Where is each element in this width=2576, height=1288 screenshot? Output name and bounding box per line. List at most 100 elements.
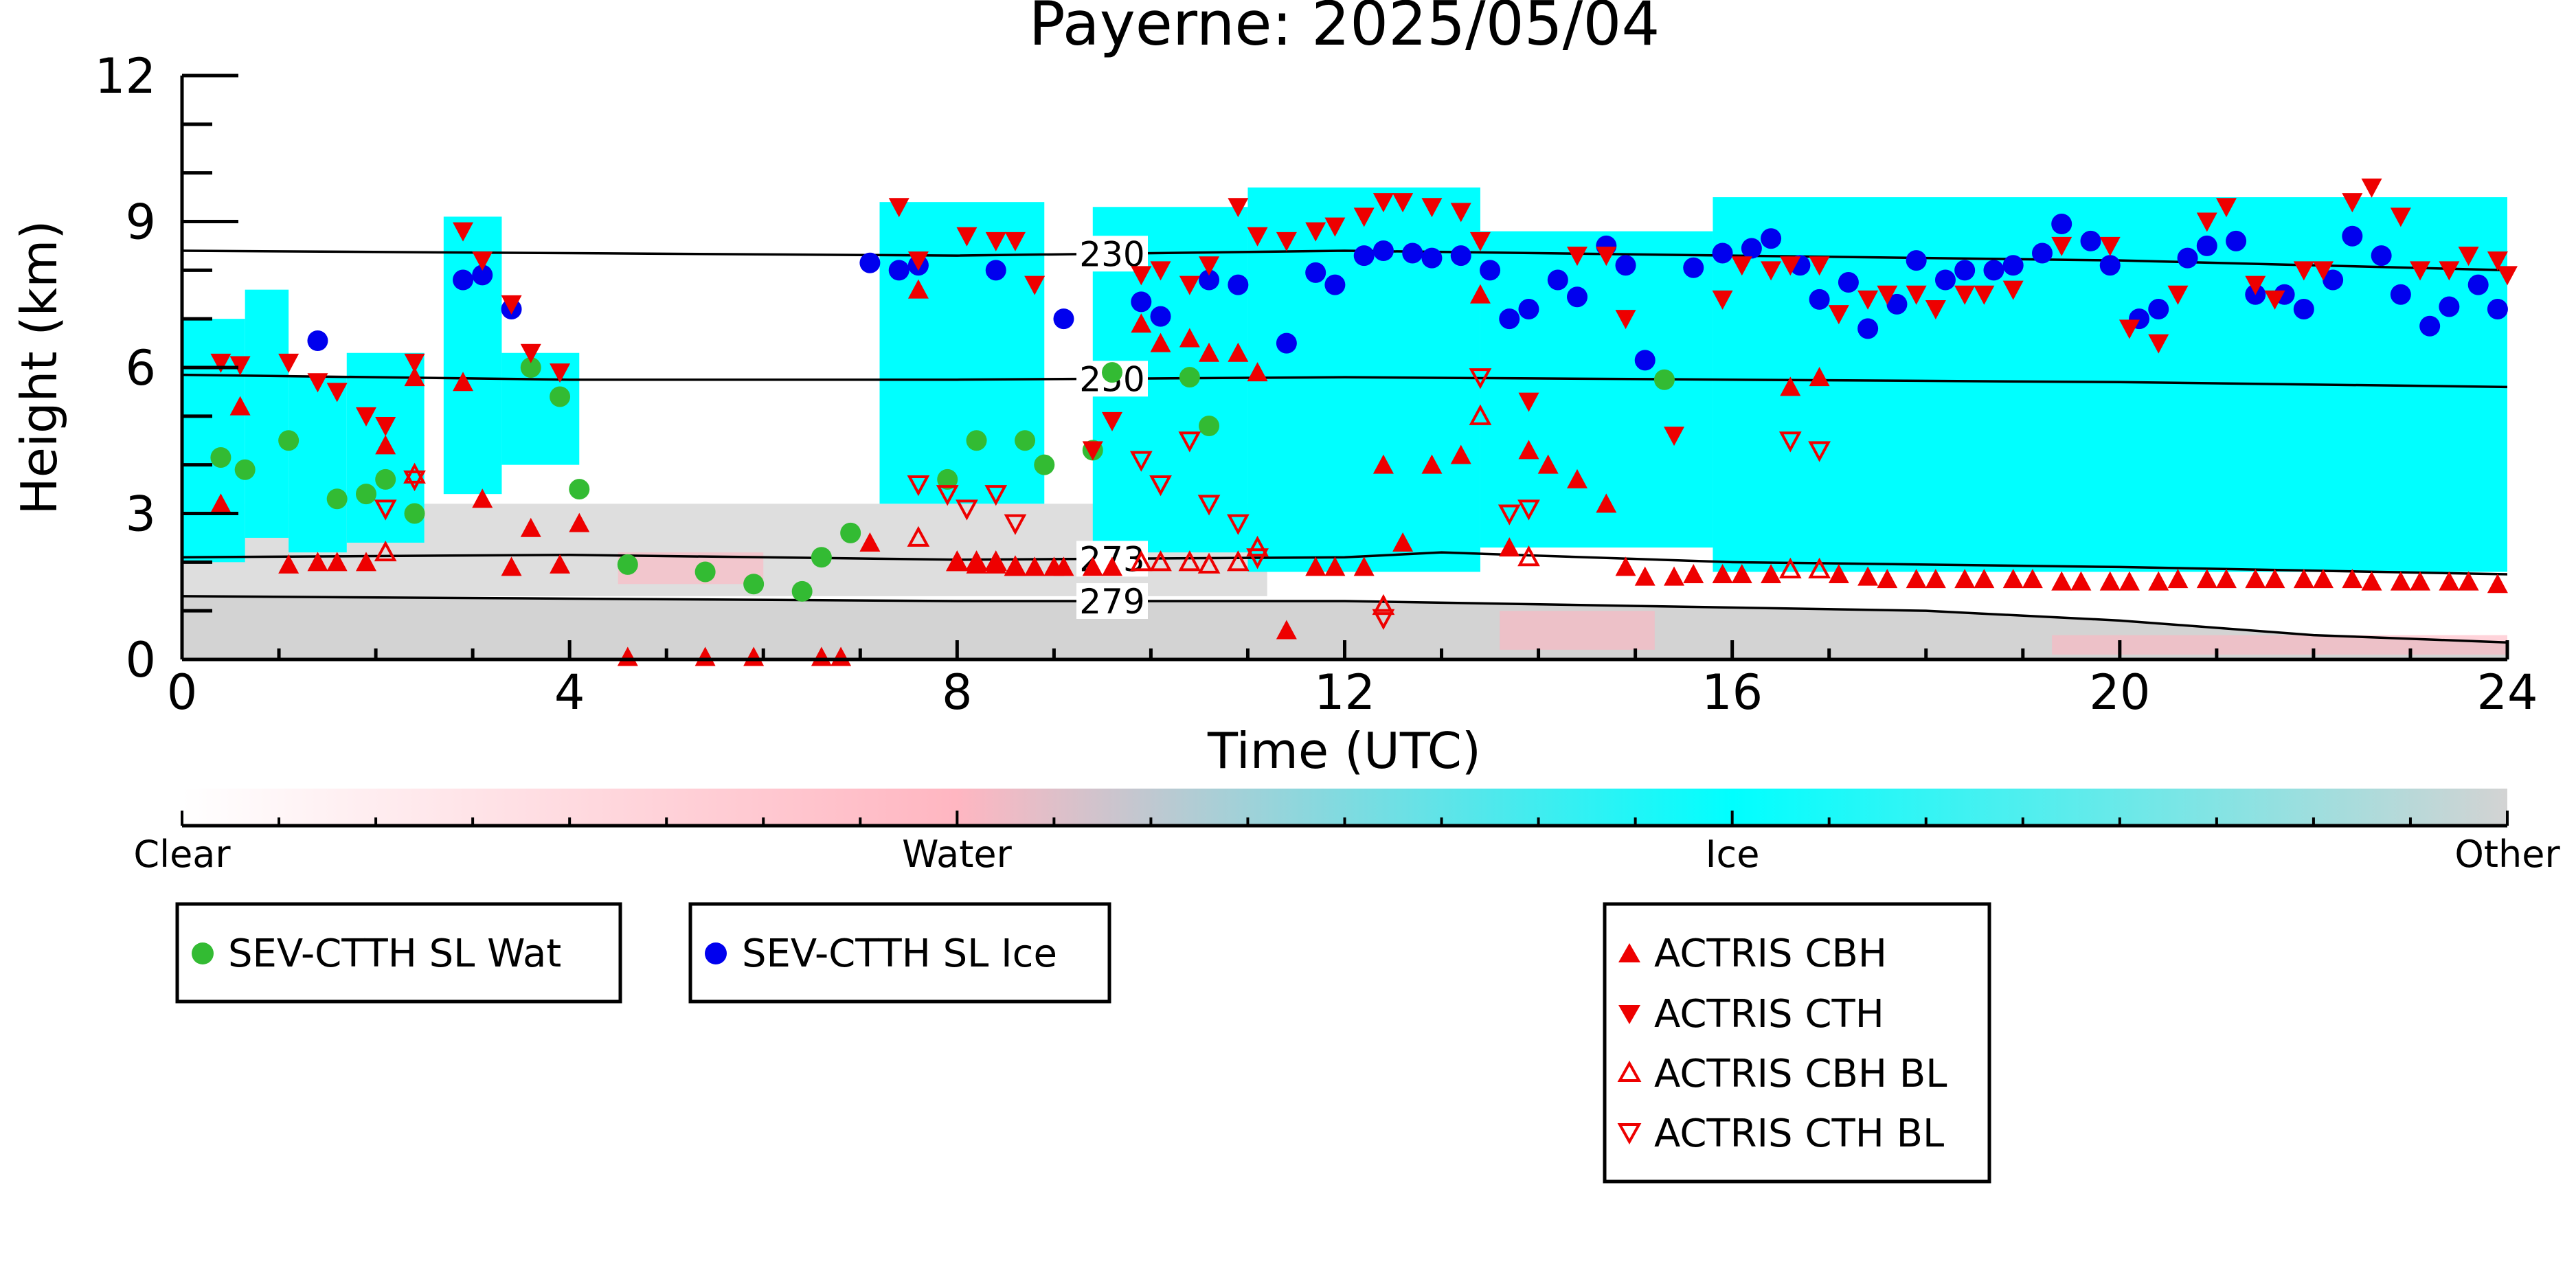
- point-actris-cth: [1469, 231, 1491, 251]
- point-actris-cth: [1421, 198, 1443, 218]
- point-actris-cth-bl: [1498, 504, 1521, 526]
- point-actris-cbh: [1053, 556, 1074, 576]
- point-actris-cbh: [2051, 571, 2072, 591]
- point-actris-cbh: [1024, 556, 1046, 576]
- point-actris-cbh: [355, 552, 376, 572]
- point-actris-cth: [472, 251, 493, 271]
- point-sev-ctth-sl-wat: [937, 468, 958, 490]
- point-sev-ctth-sl-ice: [2002, 255, 2024, 276]
- point-actris-cbh: [569, 512, 590, 532]
- point-sev-ctth-sl-ice: [1634, 350, 1656, 371]
- point-actris-cbh: [501, 556, 522, 576]
- point-actris-cbh: [550, 554, 571, 574]
- legend-cth-bl-marker: [1617, 1123, 1642, 1145]
- point-actris-cbh: [1499, 537, 1520, 557]
- ice-class-region: [289, 377, 347, 553]
- point-actris-cbh: [1150, 332, 1171, 352]
- water-class-region: [1500, 611, 1655, 650]
- point-sev-ctth-sl-wat: [1102, 362, 1122, 383]
- point-actris-cth: [404, 353, 425, 373]
- point-actris-cbh: [1615, 556, 1636, 576]
- point-sev-ctth-sl-wat: [404, 503, 425, 524]
- point-sev-ctth-sl-wat: [210, 447, 231, 468]
- contour-label-279: 279: [1079, 582, 1144, 622]
- point-sev-ctth-sl-ice: [472, 264, 493, 286]
- point-sev-ctth-sl-wat: [234, 459, 256, 480]
- point-actris-cth: [1954, 285, 1976, 305]
- point-actris-cth: [1372, 193, 1394, 213]
- point-actris-cbh: [1974, 569, 1995, 589]
- x-tick-label: 12: [1314, 664, 1375, 721]
- point-actris-cth: [2497, 266, 2518, 286]
- point-actris-cbh: [1179, 328, 1200, 348]
- point-actris-cth: [985, 231, 1006, 251]
- point-actris-cbh: [1828, 564, 1849, 584]
- legend-ice: SEV-CTTH SL Ice: [688, 902, 1111, 1004]
- point-actris-cth: [453, 222, 474, 242]
- point-actris-cth: [1102, 411, 1122, 431]
- point-sev-ctth-sl-ice: [2439, 296, 2460, 317]
- point-actris-cth-bl: [1129, 451, 1153, 472]
- point-sev-ctth-sl-ice: [2051, 214, 2072, 235]
- point-actris-cbh: [210, 493, 231, 513]
- point-actris-cth: [2167, 285, 2189, 305]
- contour-label-bg: [1076, 236, 1148, 272]
- point-actris-cth: [501, 295, 522, 315]
- y-ticks: 0 3 6 9 12: [95, 48, 238, 688]
- point-actris-cbh: [307, 552, 328, 572]
- point-actris-cbh: [2022, 569, 2043, 589]
- point-actris-cth: [1518, 392, 1539, 412]
- ice-class-region: [1480, 231, 1713, 548]
- point-actris-cth: [1305, 222, 1326, 242]
- legend-cbh-bl-marker: [1617, 1060, 1642, 1082]
- point-sev-ctth-sl-ice: [1353, 245, 1375, 267]
- point-actris-cbh-bl: [1778, 557, 1802, 578]
- legend-cth-label: ACTRIS CTH: [1654, 992, 1884, 1037]
- point-actris-cbh-bl: [1197, 552, 1221, 574]
- point-sev-ctth-sl-ice: [2467, 274, 2489, 295]
- point-actris-cth: [1353, 207, 1375, 227]
- point-sev-ctth-sl-ice: [1683, 257, 1704, 278]
- point-actris-cbh: [2148, 571, 2169, 591]
- point-actris-cbh: [1761, 564, 1782, 584]
- point-actris-cth: [2119, 319, 2140, 339]
- point-sev-ctth-sl-ice: [2323, 269, 2344, 291]
- point-sev-ctth-sl-wat: [1179, 367, 1200, 388]
- point-actris-cth: [1664, 427, 1685, 447]
- other-class-region: [182, 596, 2507, 659]
- point-actris-cth-bl: [1197, 495, 1221, 516]
- point-actris-cbh: [1469, 284, 1491, 304]
- legend-water-box: [175, 902, 622, 1004]
- legend-water-label: SEV-CTTH SL Wat: [228, 931, 561, 976]
- y-tick-label: 12: [95, 48, 156, 104]
- point-actris-cbh-bl: [907, 526, 930, 547]
- point-sev-ctth-sl-wat: [966, 430, 987, 451]
- point-actris-cbh-bl: [1246, 535, 1269, 557]
- point-actris-cth: [2215, 198, 2237, 218]
- point-actris-cth-bl: [1372, 609, 1395, 630]
- point-actris-cth: [1615, 310, 1636, 330]
- data-points: [210, 178, 2518, 666]
- point-sev-ctth-sl-ice: [2342, 225, 2363, 247]
- point-actris-cbh: [375, 435, 396, 455]
- point-sev-ctth-sl-wat: [1199, 416, 1220, 436]
- point-sev-ctth-sl-ice: [1402, 242, 1423, 264]
- ice-class-region: [501, 352, 580, 465]
- point-actris-cth-bl: [1004, 514, 1027, 535]
- legend-cbh-marker: [1618, 943, 1640, 962]
- point-sev-ctth-sl-ice: [1199, 269, 1220, 291]
- point-actris-cbh: [1664, 566, 1685, 586]
- point-actris-cth-bl: [956, 499, 978, 521]
- point-actris-cbh-bl: [965, 550, 988, 572]
- point-actris-cbh-bl: [1226, 550, 1250, 572]
- point-sev-ctth-sl-ice: [2487, 299, 2508, 319]
- point-actris-cth: [2390, 207, 2411, 227]
- point-sev-ctth-sl-ice: [1838, 272, 1859, 293]
- point-sev-ctth-sl-wat: [791, 580, 813, 602]
- legend-actris-box: [1603, 902, 1991, 1184]
- point-actris-cth-bl: [1778, 431, 1802, 453]
- point-actris-cth: [355, 407, 376, 427]
- point-actris-cbh: [1199, 342, 1220, 362]
- point-sev-ctth-sl-ice: [1567, 286, 1588, 308]
- point-sev-ctth-sl-ice: [2226, 230, 2247, 251]
